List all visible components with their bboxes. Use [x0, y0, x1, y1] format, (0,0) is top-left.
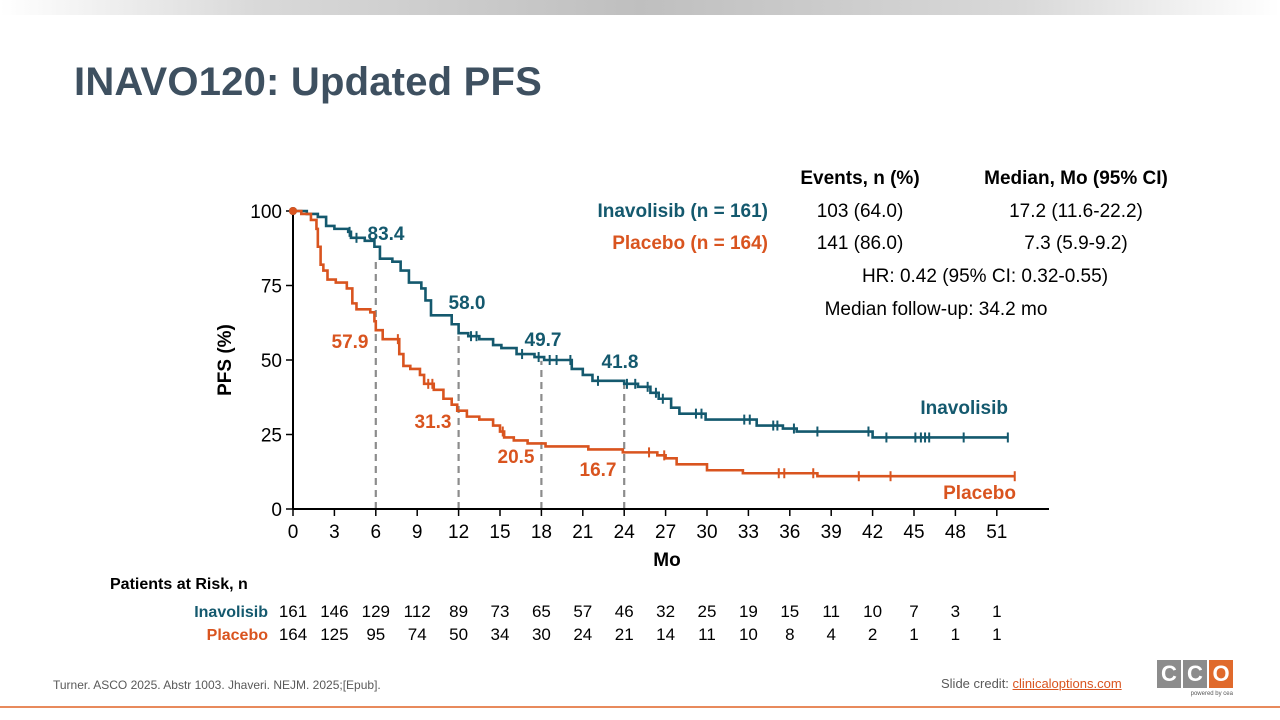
logo-subtitle: powered by cea — [1190, 691, 1233, 697]
placebo-milestone-18mo: 20.5 — [498, 447, 535, 468]
risk-value-placebo: 21 — [615, 625, 634, 644]
risk-value-inavolisib: 57 — [573, 602, 592, 621]
logo-letter-o: O — [1209, 660, 1233, 688]
y-axis-label: PFS (%) — [215, 324, 236, 396]
stats-header-events: Events, n (%) — [800, 168, 919, 189]
risk-value-inavolisib: 15 — [780, 602, 799, 621]
stats-median-followup: Median follow-up: 34.2 mo — [825, 299, 1048, 320]
risk-value-placebo: 10 — [739, 625, 758, 644]
risk-value-inavolisib: 19 — [739, 602, 758, 621]
stats-row-name-inavolisib: Inavolisib (n = 161) — [597, 201, 768, 222]
risk-value-inavolisib: 161 — [279, 602, 307, 621]
x-tick-label-15: 15 — [489, 522, 510, 543]
stats-hazard-ratio: HR: 0.42 (95% CI: 0.32-0.55) — [862, 266, 1108, 287]
top-decorative-bar — [0, 0, 1280, 15]
citation-text: Turner. ASCO 2025. Abstr 1003. Jhaveri. … — [53, 678, 381, 692]
bottom-accent-line — [0, 706, 1280, 708]
placebo-milestone-12mo: 31.3 — [415, 412, 452, 433]
y-tick-label-50: 50 — [261, 351, 282, 372]
x-tick-label-39: 39 — [821, 522, 842, 543]
stats-row-events-placebo: 141 (86.0) — [817, 233, 904, 254]
slide-credit: Slide credit: clinicaloptions.com — [941, 676, 1122, 691]
x-tick-label-18: 18 — [531, 522, 552, 543]
risk-value-placebo: 11 — [698, 625, 716, 644]
risk-value-placebo: 164 — [279, 625, 307, 644]
y-tick-label-0: 0 — [271, 500, 282, 521]
risk-value-placebo: 30 — [532, 625, 551, 644]
inavolisib-milestone-6mo: 83.4 — [368, 224, 405, 245]
risk-value-placebo: 95 — [366, 625, 385, 644]
inavolisib-milestone-24mo: 41.8 — [602, 352, 639, 373]
risk-value-inavolisib: 32 — [656, 602, 675, 621]
x-tick-label-12: 12 — [448, 522, 469, 543]
risk-value-inavolisib: 73 — [491, 602, 510, 621]
x-tick-label-51: 51 — [986, 522, 1007, 543]
x-axis-label: Mo — [653, 550, 680, 571]
risk-table-title: Patients at Risk, n — [110, 576, 248, 593]
x-tick-label-45: 45 — [903, 522, 924, 543]
risk-value-inavolisib: 89 — [449, 602, 468, 621]
x-tick-label-30: 30 — [696, 522, 717, 543]
risk-value-inavolisib: 3 — [951, 602, 960, 621]
risk-value-placebo: 74 — [408, 625, 427, 644]
risk-row-label-placebo: Placebo — [207, 627, 269, 644]
stats-row-name-placebo: Placebo (n = 164) — [612, 233, 768, 254]
y-tick-label-100: 100 — [250, 202, 282, 223]
inavolisib-milestone-12mo: 58.0 — [449, 293, 486, 314]
placebo-curve-label: Placebo — [943, 483, 1016, 504]
risk-value-placebo: 24 — [573, 625, 592, 644]
x-tick-label-21: 21 — [572, 522, 593, 543]
placebo-milestone-6mo: 57.9 — [332, 332, 369, 353]
risk-value-inavolisib: 7 — [909, 602, 918, 621]
x-tick-label-9: 9 — [412, 522, 423, 543]
risk-value-placebo: 1 — [992, 625, 1001, 644]
risk-value-placebo: 2 — [868, 625, 877, 644]
x-tick-label-42: 42 — [862, 522, 883, 543]
x-tick-label-36: 36 — [779, 522, 800, 543]
risk-value-placebo: 50 — [449, 625, 468, 644]
credit-label: Slide credit: — [941, 676, 1013, 691]
risk-value-inavolisib: 129 — [362, 602, 390, 621]
stats-row-median-inavolisib: 17.2 (11.6-22.2) — [1009, 201, 1143, 222]
risk-value-inavolisib: 46 — [615, 602, 634, 621]
risk-value-placebo: 125 — [320, 625, 348, 644]
cco-logo: C C O powered by cea — [1157, 660, 1233, 706]
x-tick-label-27: 27 — [655, 522, 676, 543]
risk-value-placebo: 1 — [909, 625, 918, 644]
y-tick-label-75: 75 — [261, 277, 282, 298]
risk-value-inavolisib: 112 — [404, 602, 431, 621]
placebo-start-point — [289, 207, 297, 215]
y-tick-label-25: 25 — [261, 426, 282, 447]
risk-value-inavolisib: 25 — [698, 602, 717, 621]
risk-value-inavolisib: 11 — [822, 602, 840, 621]
risk-value-placebo: 14 — [656, 625, 675, 644]
x-tick-label-3: 3 — [329, 522, 340, 543]
x-tick-label-6: 6 — [371, 522, 382, 543]
placebo-milestone-24mo: 16.7 — [580, 460, 617, 481]
inavolisib-milestone-18mo: 49.7 — [525, 330, 562, 351]
risk-value-placebo: 34 — [491, 625, 510, 644]
x-tick-label-33: 33 — [738, 522, 759, 543]
logo-letter-c2: C — [1183, 660, 1207, 688]
x-tick-label-0: 0 — [288, 522, 299, 543]
risk-value-inavolisib: 10 — [863, 602, 882, 621]
stats-header-median: Median, Mo (95% CI) — [984, 168, 1168, 189]
x-tick-label-24: 24 — [614, 522, 636, 543]
risk-row-label-inavolisib: Inavolisib — [194, 604, 268, 621]
stats-row-median-placebo: 7.3 (5.9-9.2) — [1024, 233, 1128, 254]
km-chart: 0 3 6 9 12 15 18 21 24 27 30 33 36 39 42 45 48 5102550751… — [110, 168, 1168, 644]
x-tick-label-48: 48 — [945, 522, 966, 543]
credit-link[interactable]: clinicaloptions.com — [1012, 676, 1122, 691]
logo-letter-c1: C — [1157, 660, 1181, 688]
slide-title: INAVO120: Updated PFS — [74, 60, 542, 104]
inavolisib-curve-label: Inavolisib — [920, 398, 1008, 419]
risk-value-inavolisib: 1 — [992, 602, 1001, 621]
risk-value-inavolisib: 146 — [320, 602, 348, 621]
risk-value-inavolisib: 65 — [532, 602, 551, 621]
risk-value-placebo: 1 — [951, 625, 960, 644]
risk-value-placebo: 4 — [826, 625, 835, 644]
stats-row-events-inavolisib: 103 (64.0) — [817, 201, 904, 222]
risk-value-placebo: 8 — [785, 625, 794, 644]
inavolisib-curve — [293, 209, 1008, 439]
